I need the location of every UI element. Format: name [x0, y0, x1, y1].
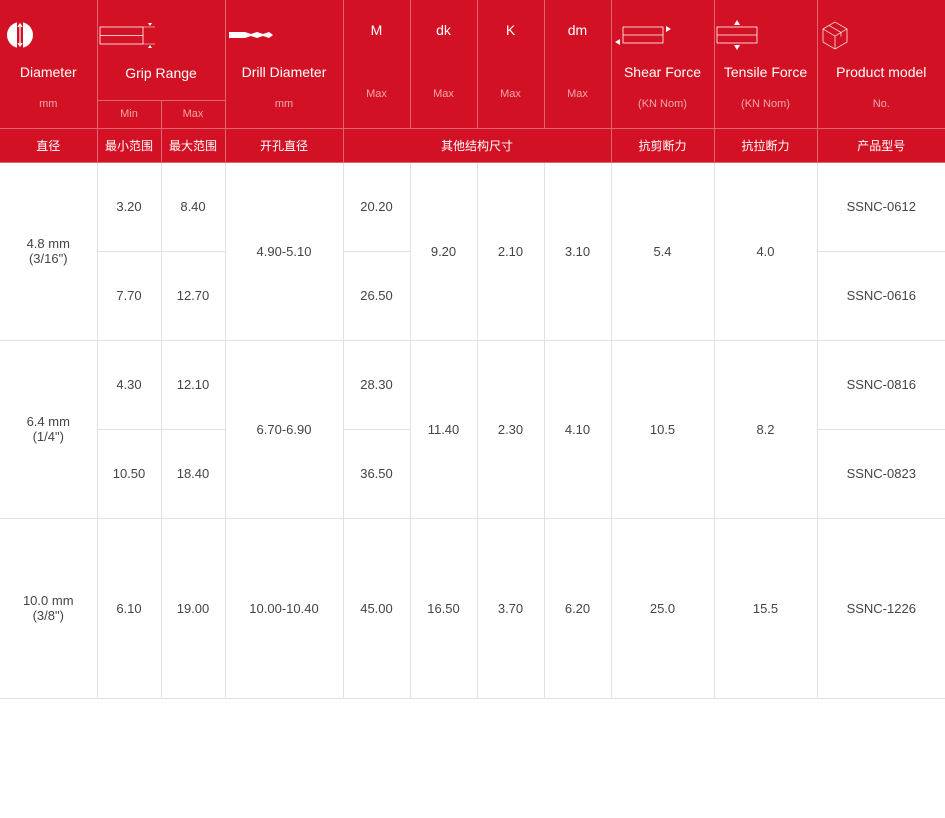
- diameter-cell: 6.4 mm (1/4"): [0, 339, 98, 519]
- diameter-inch: (3/8"): [32, 608, 64, 623]
- table-row: 6.4 mm (1/4") 4.30 12.10 6.70-6.90 28.30 11.40…: [0, 339, 945, 519]
- grip-min-cell: 4.30: [96, 339, 162, 430]
- header-cn-diameter: 直径: [0, 127, 98, 163]
- k-cell: 2.10: [476, 161, 545, 341]
- header-title: Drill Diameter: [241, 63, 327, 80]
- grip-max-cell: 12.10: [160, 339, 226, 430]
- table-row: 4.8 mm (3/16") 3.20 8.40 4.90-5.10 20.20 9.20 2…: [0, 161, 945, 341]
- header-unit: Max: [366, 87, 387, 100]
- header-drill: Drill Diameter mm: [224, 0, 344, 129]
- header-cn-min: 最小范围: [96, 127, 162, 163]
- drill-icon: [228, 31, 273, 38]
- dm-cell: 3.10: [543, 161, 612, 341]
- header-dm: dm Max: [543, 0, 612, 129]
- grip-min-cell: 10.50: [97, 428, 162, 519]
- header-dk: dk Max: [409, 0, 478, 129]
- header-unit: No.: [872, 97, 890, 110]
- model-cell: SSNC-0616: [816, 250, 945, 341]
- grip-min-cell: 7.70: [97, 250, 162, 341]
- grip-max-cell: 19.00: [160, 517, 226, 699]
- header-unit: mm: [39, 97, 58, 110]
- header-unit: (KN Nom): [741, 97, 790, 110]
- header-unit: (KN Nom): [638, 97, 687, 110]
- diameter-mm: 6.4 mm: [26, 414, 70, 429]
- grip-min-cell: 6.10: [96, 517, 162, 699]
- header-cn-other: 其他结构尺寸: [342, 127, 612, 163]
- box-icon: [822, 21, 847, 50]
- header-model: Product model No.: [816, 0, 945, 129]
- header-m: M Max: [342, 0, 411, 129]
- dm-cell: 4.10: [543, 339, 612, 519]
- dk-cell: 9.20: [409, 161, 478, 341]
- k-cell: 3.70: [476, 517, 545, 699]
- spec-table: Diameter mm Grip Range Drill Diameter mm…: [0, 0, 945, 699]
- diameter-mm: 10.0 mm: [22, 593, 74, 608]
- header-title: M: [370, 21, 383, 38]
- table-row: 10.0 mm (3/8") 6.10 19.00 10.00-10.40 45.00 16…: [0, 517, 945, 699]
- header-cn-model: 产品型号: [816, 127, 945, 163]
- drill-cell: 4.90-5.10: [224, 161, 344, 341]
- m-cell: 20.20: [342, 161, 411, 252]
- header-title: Product model: [836, 63, 927, 80]
- grip-max-cell: 8.40: [160, 161, 226, 252]
- m-cell: 28.30: [342, 339, 411, 430]
- dm-cell: 6.20: [543, 517, 612, 699]
- grip-max-cell: 12.70: [160, 250, 226, 341]
- dk-cell: 16.50: [409, 517, 478, 699]
- header-tensile: Tensile Force (KN Nom): [713, 0, 818, 129]
- shear-cell: 25.0: [610, 517, 715, 699]
- header-title: K: [505, 21, 516, 38]
- model-cell: SSNC-0823: [816, 428, 945, 519]
- header-diameter: Diameter mm: [0, 0, 98, 129]
- header-cn-tensile: 抗拉断力: [713, 127, 818, 163]
- tensile-cell: 8.2: [713, 339, 818, 519]
- header-unit: Max: [567, 87, 588, 100]
- header-cn-shear: 抗剪断力: [610, 127, 715, 163]
- header-title: Grip Range: [125, 64, 197, 81]
- grip-min-cell: 3.20: [96, 161, 162, 252]
- model-cell: SSNC-1226: [816, 517, 945, 699]
- model-cell: SSNC-0816: [816, 339, 945, 430]
- table-row: 7.70 12.70 26.50 SSNC-0616: [0, 250, 945, 341]
- header-title: Diameter: [19, 63, 77, 80]
- diameter-icon: [7, 20, 33, 49]
- header-unit: Max: [500, 87, 521, 100]
- m-cell: 36.50: [342, 428, 411, 519]
- shear-cell: 5.4: [610, 161, 715, 341]
- diameter-cell: 10.0 mm (3/8"): [0, 517, 98, 699]
- header-grip-range: Grip Range: [96, 0, 226, 101]
- shear-cell: 10.5: [610, 339, 715, 519]
- drill-cell: 10.00-10.40: [224, 517, 344, 699]
- header-cn-drill: 开孔直径: [224, 127, 344, 163]
- header-title: Shear Force: [623, 63, 702, 80]
- header-unit: Max: [433, 87, 454, 100]
- model-cell: SSNC-0612: [816, 161, 945, 252]
- header-title: Tensile Force: [723, 63, 808, 80]
- m-cell: 26.50: [342, 250, 411, 341]
- header-grip-min: Min: [97, 99, 162, 129]
- header-unit: mm: [274, 97, 294, 110]
- header-cn-max: 最大范围: [160, 127, 226, 163]
- grip-max-cell: 18.40: [160, 428, 226, 519]
- header-title: dk: [436, 21, 451, 38]
- tensile-force-icon: [716, 19, 757, 50]
- diameter-inch: (3/16"): [28, 251, 68, 266]
- diameter-cell: 4.8 mm (3/16"): [0, 161, 98, 341]
- grip-range-icon: [99, 22, 155, 48]
- dk-cell: 11.40: [409, 339, 478, 519]
- m-cell: 45.00: [342, 517, 411, 699]
- diameter-inch: (1/4"): [32, 429, 64, 444]
- k-cell: 2.30: [476, 339, 545, 519]
- header-shear: Shear Force (KN Nom): [610, 0, 715, 129]
- header-title: dm: [567, 21, 588, 38]
- diameter-mm: 4.8 mm: [26, 236, 70, 251]
- tensile-cell: 4.0: [713, 161, 818, 341]
- shear-force-icon: [614, 25, 671, 45]
- header-k: K Max: [476, 0, 545, 129]
- tensile-cell: 15.5: [713, 517, 818, 699]
- drill-cell: 6.70-6.90: [224, 339, 344, 519]
- header-grip-max: Max: [160, 99, 225, 129]
